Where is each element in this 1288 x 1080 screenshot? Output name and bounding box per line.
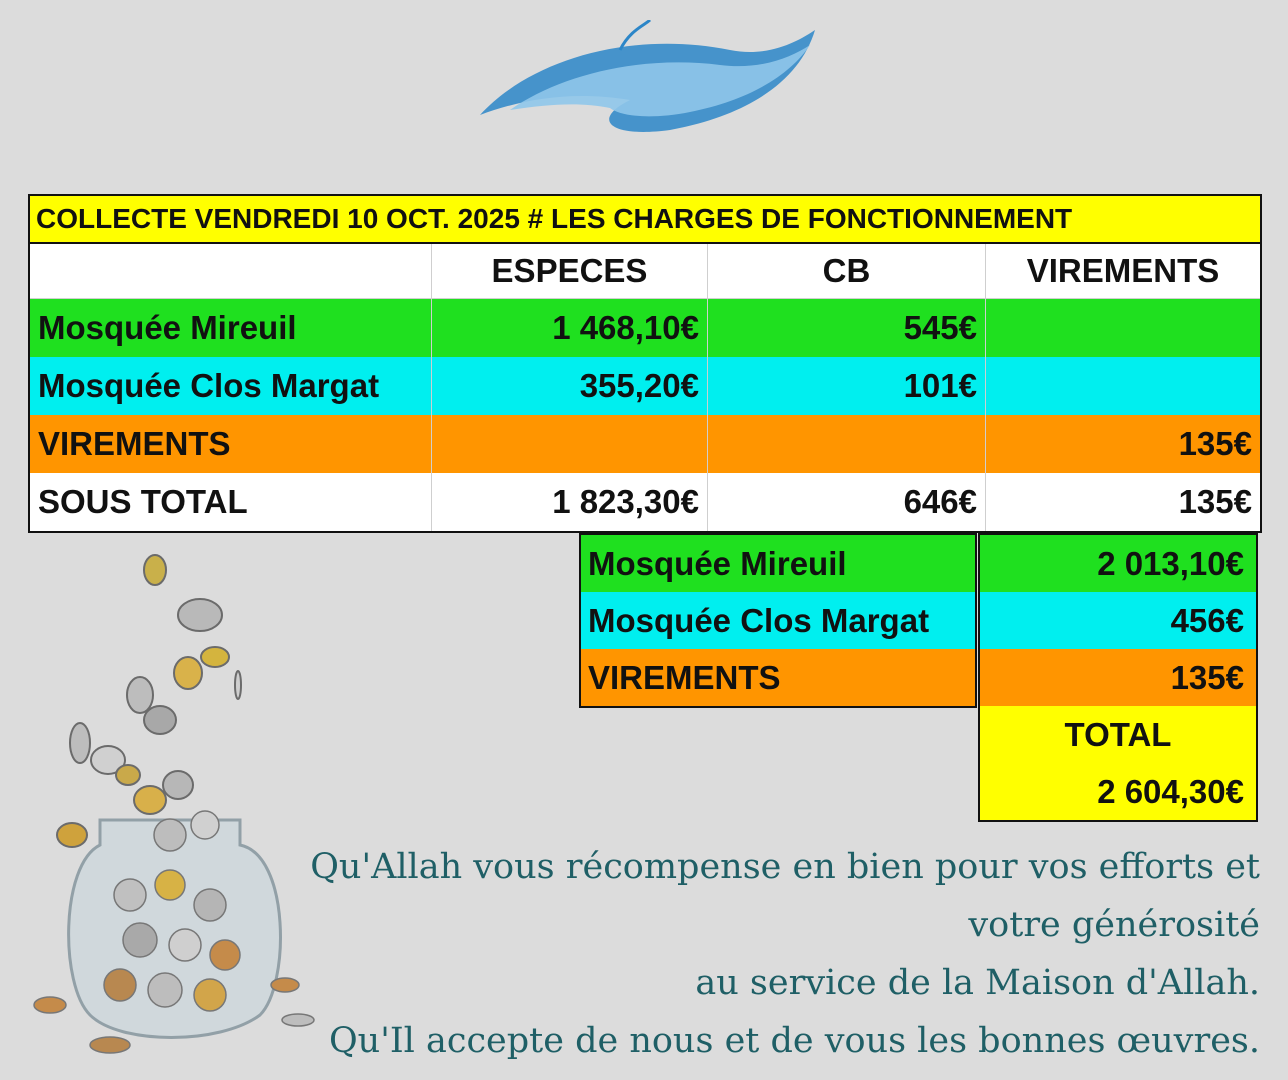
summary-values: 2 013,10€ 456€ 135€ TOTAL 2 604,30€ <box>978 533 1258 822</box>
cell-especes <box>432 415 708 473</box>
acicm-logo <box>470 20 820 180</box>
summary-value-virements: 135€ <box>980 649 1256 706</box>
row-label: Mosquée Clos Margat <box>30 357 432 415</box>
cell-especes: 355,20€ <box>432 357 708 415</box>
summary-value-clos-margat: 456€ <box>980 592 1256 649</box>
table-row-sous-total: SOUS TOTAL 1 823,30€ 646€ 135€ <box>30 473 1260 531</box>
table-title: COLLECTE VENDREDI 10 OCT. 2025 # LES CHA… <box>30 196 1260 244</box>
total-label: TOTAL <box>980 706 1256 763</box>
cell-especes: 1 823,30€ <box>432 473 708 531</box>
total-value: 2 604,30€ <box>980 763 1256 820</box>
summary-label-mireuil: Mosquée Mireuil <box>581 535 975 592</box>
table-row-clos-margat: Mosquée Clos Margat 355,20€ 101€ <box>30 357 1260 415</box>
cell-especes: 1 468,10€ <box>432 299 708 357</box>
table-header-row: ESPECES CB VIREMENTS <box>30 244 1260 299</box>
message-line-3: au service de la Maison d'Allah. <box>695 963 1260 1003</box>
summary-label-virements: VIREMENTS <box>581 649 975 706</box>
table-row-virements: VIREMENTS 135€ <box>30 415 1260 473</box>
table-row-mireuil: Mosquée Mireuil 1 468,10€ 545€ <box>30 299 1260 357</box>
message-line-4: Qu'Il accepte de nous et de vous les bon… <box>328 1021 1260 1061</box>
cell-virements <box>986 357 1260 415</box>
row-label: Mosquée Mireuil <box>30 299 432 357</box>
cell-cb: 646€ <box>708 473 986 531</box>
cell-virements <box>986 299 1260 357</box>
summary-label-clos-margat: Mosquée Clos Margat <box>581 592 975 649</box>
closing-message: Qu'Allah vous récompense en bien pour vo… <box>260 838 1260 1070</box>
summary-labels: Mosquée Mireuil Mosquée Clos Margat VIRE… <box>579 533 977 708</box>
cell-virements: 135€ <box>1178 425 1252 462</box>
header-virements: VIREMENTS <box>1026 252 1220 289</box>
message-line-1: Qu'Allah vous récompense en bien pour vo… <box>310 847 1260 887</box>
message-line-2: votre générosité <box>968 905 1260 945</box>
row-label: VIREMENTS <box>30 415 432 473</box>
header-empty <box>30 244 432 298</box>
collecte-table: COLLECTE VENDREDI 10 OCT. 2025 # LES CHA… <box>28 194 1262 533</box>
cell-cb <box>708 415 986 473</box>
header-cb: CB <box>708 244 986 298</box>
cell-cb: 545€ <box>708 299 986 357</box>
logo-wave-graphic <box>480 20 815 132</box>
summary-value-mireuil: 2 013,10€ <box>980 535 1256 592</box>
coin-jar-illustration <box>20 545 320 1065</box>
header-especes: ESPECES <box>432 244 708 298</box>
cell-virements: 135€ <box>1178 483 1252 520</box>
cell-cb: 101€ <box>708 357 986 415</box>
row-label: SOUS TOTAL <box>30 473 432 531</box>
